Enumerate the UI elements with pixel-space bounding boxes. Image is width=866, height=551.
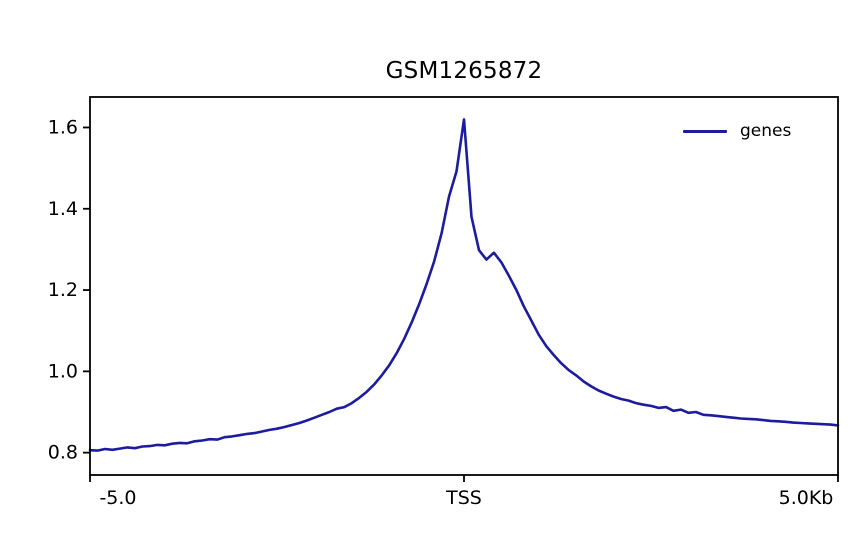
y-tick-label: 0.8 bbox=[48, 442, 78, 464]
y-tick-label: 1.0 bbox=[48, 360, 78, 382]
y-tick-label: 1.4 bbox=[48, 198, 78, 220]
y-tick-label: 1.2 bbox=[48, 279, 78, 301]
x-tick-label: 5.0Kb bbox=[779, 487, 834, 509]
x-tick-label: TSS bbox=[445, 487, 482, 509]
chart-title: GSM1265872 bbox=[385, 58, 543, 84]
axes-frame bbox=[89, 96, 839, 476]
legend-label: genes bbox=[740, 121, 792, 141]
x-tick-label: -5.0 bbox=[99, 487, 136, 509]
legend-line-sample bbox=[683, 129, 727, 133]
legend: genes bbox=[683, 121, 791, 141]
y-tick-label: 1.6 bbox=[48, 116, 78, 138]
genes-line bbox=[88, 118, 840, 452]
